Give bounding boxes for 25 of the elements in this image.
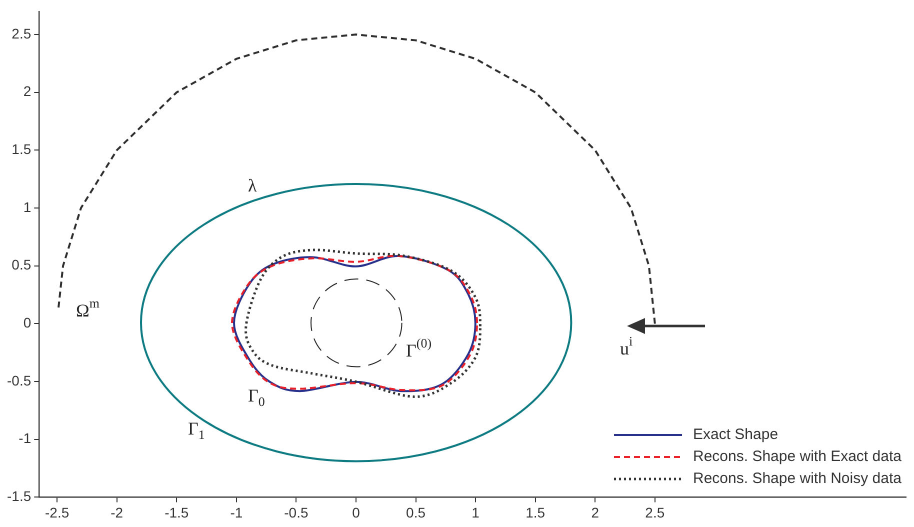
y-tick-label: -1.5 bbox=[7, 488, 32, 504]
x-tick-label: -1.5 bbox=[164, 504, 189, 520]
x-tick-label: -2.5 bbox=[44, 504, 70, 520]
x-tick-label: 2 bbox=[591, 504, 600, 520]
x-tick-label: -2 bbox=[110, 504, 124, 520]
x-tick-label: -1 bbox=[230, 504, 243, 520]
y-tick-label: 0.5 bbox=[12, 256, 32, 273]
y-tick-label: 2.5 bbox=[12, 25, 32, 42]
y-tick-label: -1 bbox=[18, 430, 32, 446]
x-tick-label: 0 bbox=[352, 504, 360, 520]
x-tick-label: 1 bbox=[472, 504, 480, 520]
annotation: Recons. Shape with Exact data bbox=[693, 448, 902, 466]
y-tick-label: 0 bbox=[23, 314, 32, 331]
y-tick-label: 1 bbox=[23, 198, 32, 215]
x-tick-label: 1.5 bbox=[526, 504, 546, 520]
annotation: Exact Shape bbox=[693, 426, 778, 444]
line-series bbox=[57, 34, 656, 325]
annotation: Recons. Shape with Noisy data bbox=[693, 470, 902, 488]
y-tick-label: 1.5 bbox=[12, 141, 32, 158]
y-tick-label: 2 bbox=[23, 83, 32, 100]
annotation: λ bbox=[248, 176, 257, 196]
x-tick-label: 2.5 bbox=[645, 504, 665, 520]
x-tick-label: 0.5 bbox=[406, 504, 426, 520]
x-tick-label: -0.5 bbox=[284, 504, 308, 520]
y-tick-label: -0.5 bbox=[7, 372, 32, 388]
